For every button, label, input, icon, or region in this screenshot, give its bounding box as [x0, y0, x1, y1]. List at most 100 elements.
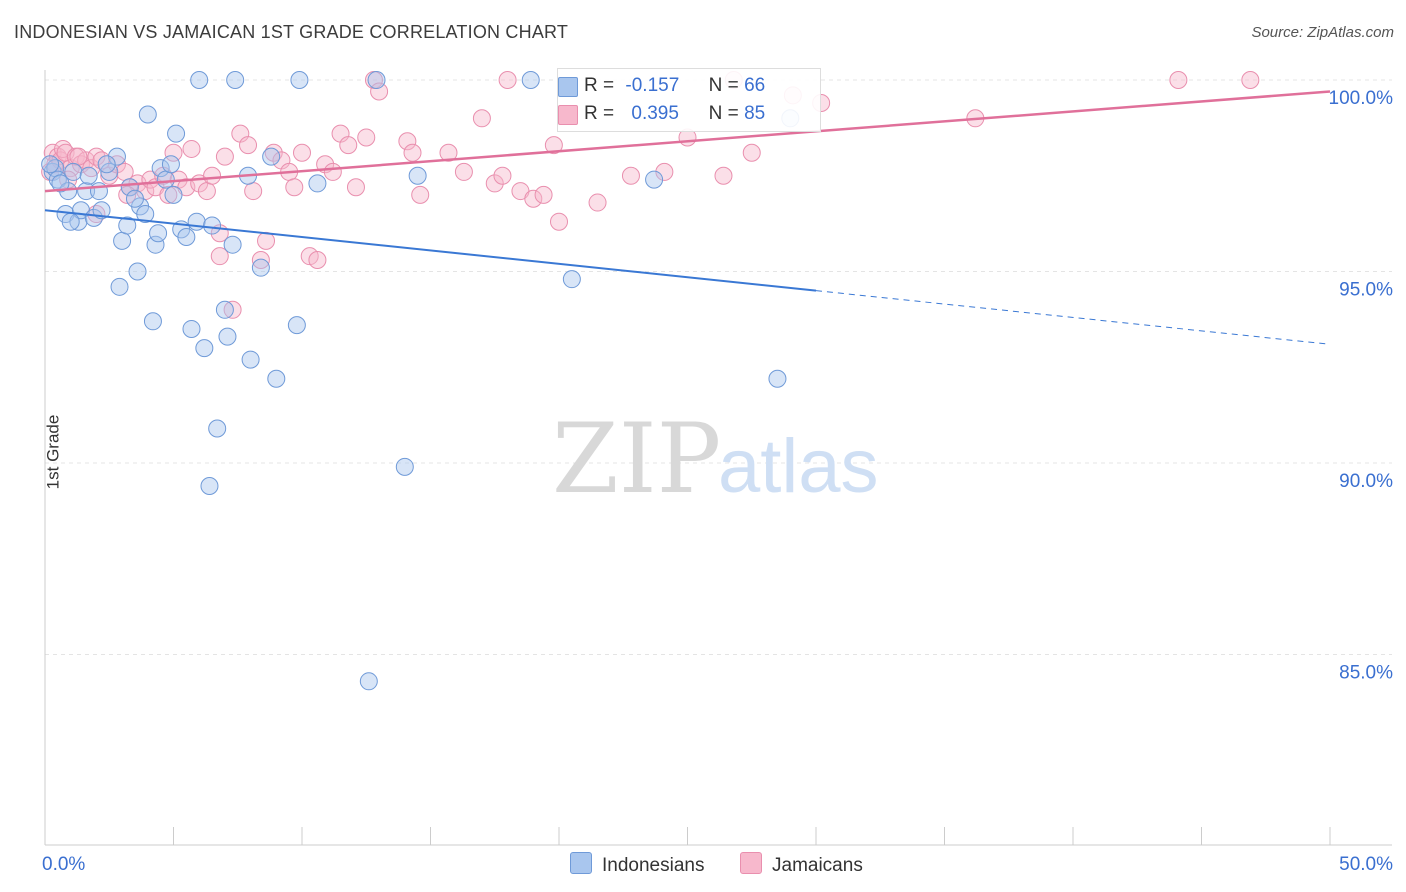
chart-title: INDONESIAN VS JAMAICAN 1ST GRADE CORRELA… — [14, 22, 569, 42]
axes — [44, 70, 1392, 846]
indonesians-point — [161, 155, 180, 174]
indonesians-point — [215, 300, 234, 319]
indonesians-point — [146, 235, 165, 254]
jamaicans-point — [621, 166, 640, 185]
jamaicans-point — [534, 185, 553, 204]
jamaicans-point — [370, 82, 389, 101]
indonesians-point — [208, 419, 227, 438]
jamaicans-point — [742, 143, 761, 162]
jamaicans-point — [1241, 71, 1260, 89]
indonesians-point — [223, 235, 242, 254]
stats-row-indonesians: R = -0.157 N = 66 — [558, 75, 766, 101]
jamaicans-point — [1169, 71, 1188, 89]
jamaicans-point — [210, 247, 229, 266]
jamaicans-point — [714, 166, 733, 185]
jamaicans-point — [655, 162, 674, 181]
indonesians-point — [107, 147, 126, 166]
jamaicans-point — [544, 136, 563, 155]
jamaicans-point — [493, 166, 512, 185]
jamaicans-point — [498, 71, 517, 89]
jamaicans-trend-line — [44, 90, 1331, 193]
legend-label: Indonesians — [602, 855, 705, 876]
y-tick-label: 95.0% — [1339, 280, 1393, 301]
jamaicans-point — [285, 178, 304, 197]
r-value: 0.395 — [631, 103, 679, 124]
indonesians-trend-line — [44, 209, 817, 292]
indonesians-point — [110, 277, 129, 296]
r-label: R = — [584, 103, 615, 124]
jamaicans-point — [69, 147, 88, 166]
legend-jamaicans[interactable]: Jamaicans — [740, 852, 863, 877]
x-tick-label: 0.0% — [42, 854, 85, 875]
jamaicans-point — [293, 143, 311, 162]
jamaicans-point — [257, 231, 276, 250]
indonesians-point — [195, 339, 214, 358]
indonesians-point — [290, 71, 309, 89]
indonesians-point — [408, 166, 427, 185]
indonesians-point — [182, 319, 201, 338]
indonesians-point — [151, 159, 170, 178]
indonesians-point — [92, 201, 111, 220]
indonesians-point — [113, 231, 132, 250]
jamaicans-point — [239, 136, 258, 155]
jamaicans-point — [403, 143, 422, 162]
indonesians-point — [136, 205, 155, 224]
n-value: 66 — [744, 75, 766, 96]
jamaicans-point — [159, 185, 178, 204]
indonesians-point — [51, 174, 70, 193]
jamaicans-point — [357, 128, 376, 147]
indonesians-point — [64, 162, 83, 181]
tick-labels: 100.0% 95.0% 90.0% 85.0% 0.0% 50.0% — [42, 88, 1393, 875]
indonesians-point — [226, 71, 245, 89]
jamaicans-point — [346, 178, 365, 197]
jamaicans-point — [223, 300, 242, 319]
indonesians-point — [262, 147, 281, 166]
indonesians-point — [156, 170, 175, 189]
y-axis-label: 1st Grade — [43, 414, 63, 490]
jamaicans-point — [164, 143, 183, 162]
swatch-blue — [558, 77, 578, 97]
indonesians-point — [164, 185, 183, 204]
y-tick-label: 85.0% — [1339, 663, 1393, 684]
legend-label: Jamaicans — [772, 855, 863, 876]
jamaicans-point — [203, 166, 222, 185]
indonesians-point — [562, 270, 581, 289]
jamaicans-point — [244, 182, 263, 201]
r-value: -0.157 — [625, 75, 680, 96]
y-tick-label: 100.0% — [1329, 88, 1394, 109]
indonesians-points — [41, 71, 800, 691]
n-label: N = — [708, 103, 739, 124]
watermark: ZIP atlas — [552, 403, 879, 515]
jamaicans-point — [182, 139, 201, 158]
indonesians-point — [190, 71, 209, 89]
indonesians-point — [125, 189, 144, 208]
indonesians-point — [287, 316, 306, 335]
indonesians-point — [118, 216, 137, 235]
indonesians-point — [218, 327, 237, 346]
indonesians-point — [267, 369, 286, 388]
x-tick-label: 50.0% — [1339, 854, 1393, 875]
legend-indonesians[interactable]: Indonesians — [570, 852, 704, 877]
indonesians-point — [241, 350, 260, 369]
jamaicans-point — [588, 193, 607, 212]
jamaicans-point — [308, 251, 327, 270]
indonesians-point — [84, 208, 103, 227]
jamaicans-point — [524, 189, 543, 208]
jamaicans-point — [251, 251, 270, 270]
stats-legend: R = -0.157 N = 66 R = 0.395 N = 85 — [557, 68, 821, 132]
indonesians-point — [149, 224, 168, 243]
indonesians-trend-extension — [815, 290, 1331, 345]
indonesians-point — [251, 258, 270, 277]
source-label: Source: ZipAtlas.com — [1251, 24, 1394, 41]
jamaicans-point — [411, 185, 430, 204]
indonesians-point — [359, 672, 378, 691]
indonesians-point — [89, 182, 108, 201]
indonesians-point — [395, 457, 414, 476]
jamaicans-point — [439, 143, 458, 162]
watermark-zip: ZIP — [552, 403, 721, 515]
jamaicans-point — [454, 162, 473, 181]
r-label: R = — [584, 75, 615, 96]
trend-lines — [44, 90, 1331, 345]
legend-swatch-pink — [740, 852, 762, 874]
